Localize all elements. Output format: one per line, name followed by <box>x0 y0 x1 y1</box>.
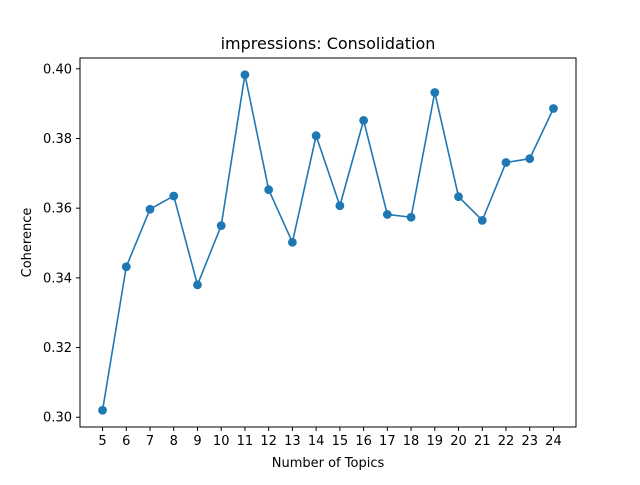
x-axis: 5 6 7 8 9 10 11 12 13 14 15 16 17 18 19 20 21 22 23 24 <box>98 427 562 449</box>
data-point <box>335 201 345 211</box>
x-tick-label: 13 <box>284 434 301 449</box>
data-point <box>525 154 535 164</box>
x-tick-label: 6 <box>122 434 130 449</box>
data-point <box>240 70 250 80</box>
y-tick-label: 0.38 <box>43 132 72 147</box>
y-tick-label: 0.32 <box>43 341 72 356</box>
data-point <box>382 210 392 219</box>
y-axis-label: Coherence <box>20 208 35 278</box>
x-tick-label: 15 <box>332 434 349 449</box>
data-point <box>288 237 297 247</box>
data-point <box>477 215 487 225</box>
x-tick-label: 20 <box>450 434 467 449</box>
data-point <box>98 405 107 415</box>
y-tick-label: 0.34 <box>43 271 72 286</box>
data-point <box>501 158 511 167</box>
x-tick-label: 24 <box>545 434 562 449</box>
x-tick-label: 23 <box>521 434 538 449</box>
data-point <box>359 115 368 125</box>
x-tick-label: 16 <box>355 434 372 449</box>
x-tick-label: 11 <box>237 434 254 449</box>
data-point <box>454 192 463 202</box>
data-point <box>430 88 440 97</box>
x-tick-label: 9 <box>193 434 201 449</box>
data-point <box>169 191 179 201</box>
data-point <box>549 104 558 113</box>
x-tick-label: 18 <box>403 434 420 449</box>
plot-area <box>98 70 558 415</box>
series-line <box>101 73 555 411</box>
x-tick-label: 21 <box>474 434 491 449</box>
x-tick-label: 5 <box>98 434 106 449</box>
y-axis: 0.30 0.32 0.34 0.36 0.38 0.40 <box>43 62 80 426</box>
x-tick-label: 10 <box>213 434 230 449</box>
x-tick-label: 19 <box>427 434 444 449</box>
x-axis-label: Number of Topics <box>272 456 385 471</box>
x-tick-label: 14 <box>308 434 325 449</box>
y-tick-label: 0.30 <box>43 411 72 426</box>
y-tick-label: 0.36 <box>43 202 72 217</box>
data-point <box>311 131 321 141</box>
data-point <box>121 262 131 272</box>
x-tick-label: 7 <box>146 434 154 449</box>
data-point <box>216 221 226 231</box>
x-tick-label: 12 <box>260 434 277 449</box>
data-point <box>406 212 416 222</box>
data-point <box>264 185 274 195</box>
axes-frame <box>79 57 577 428</box>
x-tick-label: 8 <box>170 434 178 449</box>
chart-title: impressions: Consolidation <box>221 34 436 53</box>
x-tick-label: 22 <box>498 434 515 449</box>
data-point <box>193 280 202 290</box>
x-tick-label: 17 <box>379 434 396 449</box>
data-point <box>145 204 155 214</box>
y-tick-label: 0.40 <box>43 62 72 77</box>
